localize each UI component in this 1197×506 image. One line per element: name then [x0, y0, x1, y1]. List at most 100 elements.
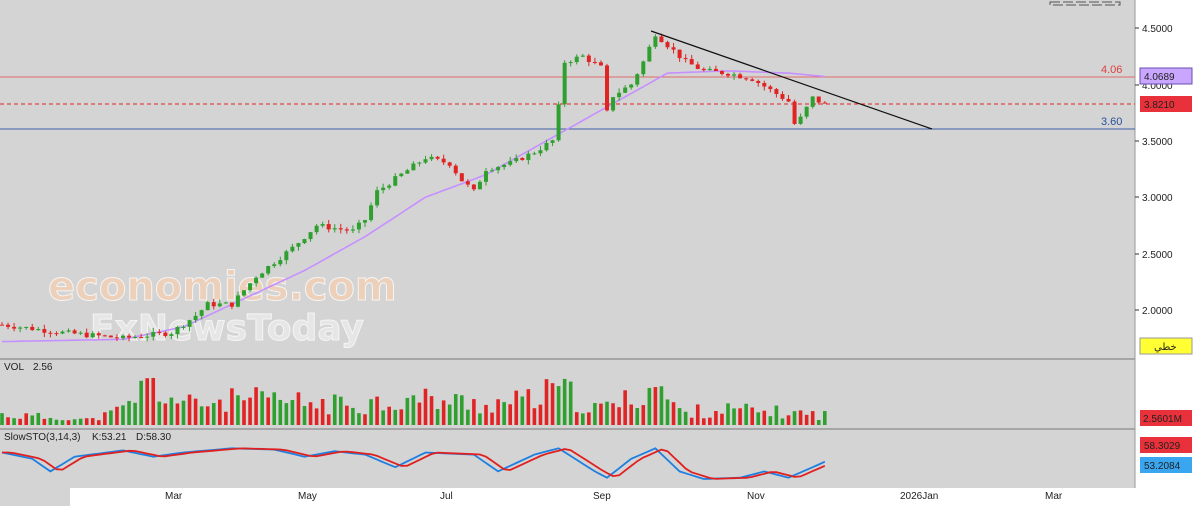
volume-bar	[417, 402, 422, 425]
volume-bar	[12, 418, 16, 425]
resistance-label: 4.06	[1101, 64, 1122, 76]
volume-bar	[393, 409, 398, 425]
candle-body	[750, 79, 755, 81]
candle-body	[338, 228, 343, 230]
candle-body	[635, 74, 640, 85]
volume-bar	[187, 394, 192, 425]
candle-body	[562, 62, 567, 105]
volume-bar	[345, 405, 349, 425]
volume-bar	[774, 405, 779, 425]
volume-bar	[139, 380, 143, 425]
volume-bar	[284, 403, 289, 425]
ma-price-tag: 4.0689	[1139, 67, 1193, 85]
candle-body	[127, 335, 132, 338]
candle-body	[332, 228, 337, 230]
volume-bar	[230, 388, 234, 425]
volume-bar	[683, 411, 688, 425]
volume-bar	[109, 410, 113, 425]
x-label-3: Sep	[593, 491, 611, 502]
candle-body	[514, 158, 519, 162]
volume-bar	[798, 410, 803, 425]
candle-body	[568, 62, 573, 64]
candle-body	[169, 334, 174, 336]
volume-bar	[302, 406, 307, 425]
candle-body	[24, 326, 29, 328]
volume-bar	[641, 405, 646, 425]
volume-bar	[816, 419, 821, 425]
volume-bar	[435, 409, 440, 425]
candle-body	[12, 326, 17, 329]
volume-bar	[405, 397, 410, 425]
candle-body	[248, 283, 253, 291]
watermark-line1: economies.com	[48, 264, 397, 310]
volume-bar	[429, 396, 434, 425]
candle-body	[496, 167, 501, 171]
time-axis: Mar May Jul Sep Nov 2026Jan Mar	[165, 491, 1063, 502]
candle-body	[441, 158, 446, 163]
candle-body	[726, 73, 730, 76]
candle-body	[713, 68, 718, 71]
candle-body	[592, 61, 597, 63]
volume-bar	[248, 397, 252, 425]
candle-body	[677, 49, 682, 59]
candle-body	[453, 165, 458, 174]
volume-bar	[714, 410, 718, 425]
candle-body	[356, 222, 361, 230]
volume-bar	[514, 390, 519, 425]
volume-bar	[792, 411, 797, 425]
trendline	[650, 30, 933, 130]
tool-tag-text: خطي	[1154, 342, 1177, 353]
candle-body	[544, 142, 549, 151]
volume-bar	[804, 414, 809, 425]
candle-body	[490, 170, 495, 172]
candle-body	[121, 335, 125, 339]
candle-body	[30, 326, 35, 331]
candle-body	[278, 260, 283, 265]
candle-body	[260, 273, 265, 278]
volume-bar	[242, 400, 246, 425]
volume-bar	[556, 386, 561, 425]
candle-body	[235, 295, 240, 307]
candle-body	[387, 185, 392, 188]
candle-body	[707, 68, 712, 71]
candle-body	[659, 36, 664, 43]
time-axis-gap	[0, 488, 70, 506]
candle-body	[290, 246, 295, 252]
volume-bar	[169, 397, 174, 425]
volume-bar	[605, 401, 609, 425]
stoch-k-label: K:53.21	[92, 432, 127, 443]
volume-bar	[97, 420, 101, 425]
stoch-d-tag: 58.3029	[1140, 437, 1192, 453]
y-tick-0: 4.5000	[1142, 24, 1173, 35]
candle-body	[381, 187, 386, 191]
candle-body	[272, 264, 277, 267]
candle-body	[223, 302, 228, 304]
candle-body	[84, 332, 89, 338]
candle-body	[393, 176, 398, 186]
volume-bar	[587, 412, 591, 425]
candle-body	[605, 65, 609, 111]
candle-body	[641, 61, 646, 75]
stoch-k-line	[1, 447, 826, 480]
volume-bar	[0, 413, 4, 425]
volume-bar	[84, 418, 89, 425]
volume-bar	[720, 413, 724, 425]
candle-body	[78, 332, 83, 334]
volume-bar	[611, 403, 615, 425]
volume-bar	[66, 420, 71, 425]
volume-bar	[127, 400, 131, 425]
candle-body	[344, 229, 349, 231]
volume-bar	[810, 411, 815, 425]
volume-bar	[581, 413, 585, 425]
tool-tag[interactable]: خطي	[1139, 337, 1193, 355]
candle-body	[108, 335, 113, 338]
volume-bar	[181, 400, 186, 425]
volume-bar	[538, 404, 543, 425]
volume-bar	[744, 403, 748, 425]
candle-body	[447, 162, 452, 166]
volume-bar	[677, 408, 682, 425]
volume-bar	[266, 397, 270, 425]
candle-body	[199, 310, 204, 316]
volume-bar	[466, 409, 470, 425]
ma-price-tag-text: 4.0689	[1144, 72, 1175, 83]
